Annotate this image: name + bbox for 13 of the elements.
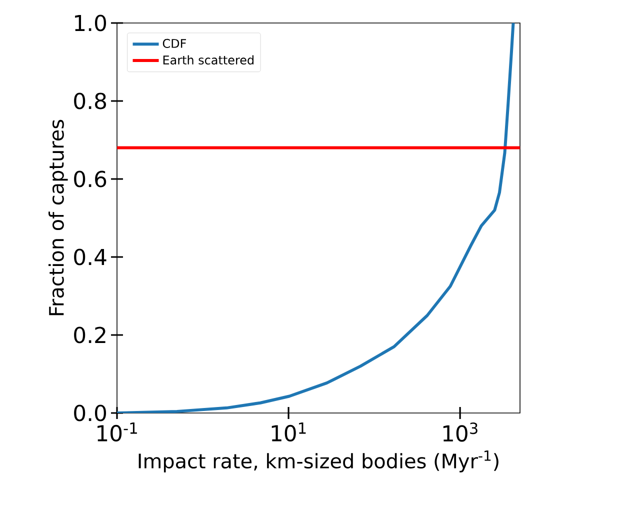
y-tick-label: 0.8	[74, 92, 106, 110]
legend-label: Earth scattered	[163, 55, 254, 65]
y-tick-label: 0.0	[74, 404, 106, 422]
legend-label: CDF	[162, 38, 186, 48]
y-tick-label: 0.2	[74, 326, 106, 344]
x-tick-label: 10$^{1}$	[272, 422, 306, 442]
x-tick-label: 10$^{-1}$	[98, 422, 137, 442]
y-axis-title: Fraction of captures	[48, 120, 68, 316]
y-tick-label: 0.4	[74, 248, 106, 266]
x-tick-label: 10$^{3}$	[443, 422, 478, 442]
x-axis-title: Impact rate, km-sized bodies (Myr$^{-1}$)	[138, 450, 498, 472]
y-tick-label: 0.6	[74, 170, 106, 188]
y-tick-label: 1.0	[75, 14, 106, 32]
